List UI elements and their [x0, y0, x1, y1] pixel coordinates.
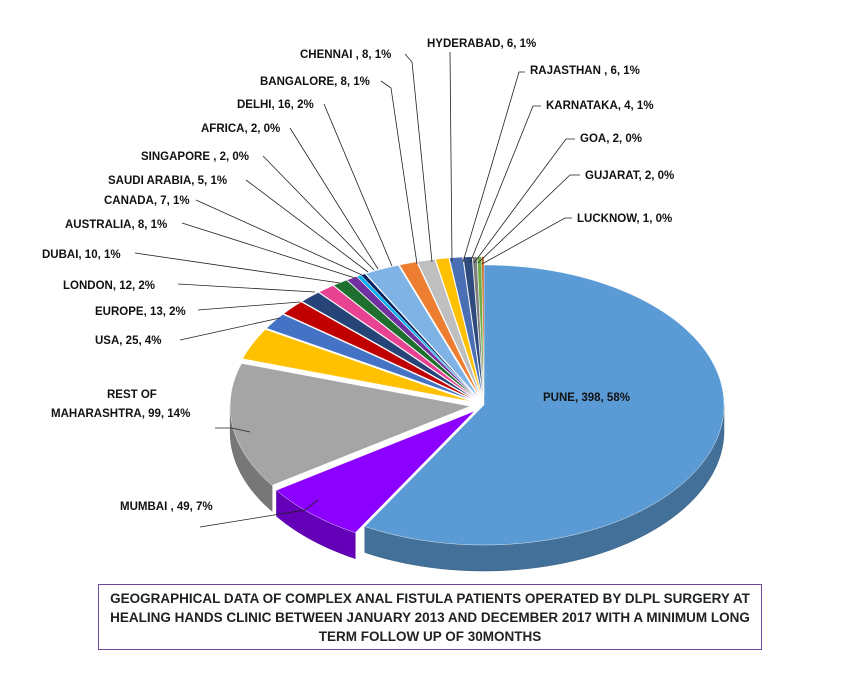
slice-label-delhi: DELHI, 16, 2%	[237, 99, 314, 111]
slice-label-rest-of-maharashtra: REST OF MAHARASHTRA, 99, 14%	[51, 389, 190, 420]
slice-label-singapore: SINGAPORE , 2, 0%	[141, 151, 249, 163]
pie-slices	[229, 256, 725, 546]
leader-line-gujarat	[477, 174, 580, 264]
leader-line-karnataka	[469, 105, 541, 264]
pie-slice-lucknow	[481, 256, 485, 397]
leader-line-hyderabad	[449, 51, 453, 263]
slice-label-london: LONDON, 12, 2%	[63, 280, 155, 292]
slice-label-europe: EUROPE, 13, 2%	[95, 306, 186, 318]
leader-line-lucknow	[481, 217, 572, 265]
pie-slice-dubai	[301, 292, 475, 400]
slice-label-goa: GOA, 2, 0%	[580, 133, 642, 145]
leader-line-rajasthan	[462, 71, 525, 263]
chart-title: GEOGRAPHICAL DATA OF COMPLEX ANAL FISTUL…	[98, 584, 762, 650]
pie-slice-australia	[318, 285, 476, 399]
slice-label-rajasthan: RAJASTHAN , 6, 1%	[530, 65, 640, 77]
pie-chart: PUNE, 398, 58% MUMBAI , 49, 7% REST OF MAHA…	[42, 38, 725, 572]
pie-slice-mumbai	[276, 410, 475, 533]
pie-slice-chennai	[417, 259, 481, 397]
slice-label-canada: CANADA, 7, 1%	[104, 195, 190, 207]
slice-label-bangalore: BANGALORE, 8, 1%	[260, 76, 370, 88]
leader-line-singapore	[262, 155, 375, 271]
pie-slice-pune	[364, 264, 725, 546]
leader-line-australia	[181, 222, 356, 279]
slice-label-africa: AFRICA, 2, 0%	[201, 123, 280, 135]
pie-slice-rest-of-maharashtra	[229, 363, 471, 486]
pie-slice-canada	[333, 280, 477, 399]
slice-labels: PUNE, 398, 58% MUMBAI , 49, 7% REST OF MAHA…	[42, 38, 674, 513]
leader-line-rest-of-maharashtra	[215, 427, 251, 433]
slice-label-gujarat: GUJARAT, 2, 0%	[585, 170, 674, 182]
pie-slice-delhi	[365, 265, 479, 398]
slice-label-dubai: DUBAI, 10, 1%	[42, 249, 121, 261]
pie-slice-rajasthan	[449, 256, 483, 397]
pie-slice-hyderabad	[435, 257, 482, 397]
leader-line-bangalore	[380, 80, 418, 265]
pie-slice-goa	[472, 256, 484, 397]
leader-line-mumbai	[199, 499, 319, 528]
leader-lines	[134, 51, 580, 528]
pie-slice-europe	[266, 314, 473, 401]
pie-slice-singapore	[356, 275, 478, 398]
pie-slice-africa	[360, 273, 478, 398]
leader-line-chennai	[404, 53, 433, 263]
slice-label-chennai: CHENNAI , 8, 1%	[300, 49, 391, 61]
pie-slice-usa	[242, 329, 472, 402]
slice-label-karnataka: KARNATAKA, 4, 1%	[546, 100, 654, 112]
pie-slice-karnataka	[463, 256, 484, 397]
slice-label-mumbai: MUMBAI , 49, 7%	[120, 501, 213, 513]
leader-line-africa	[289, 127, 379, 270]
slice-label-hyderabad: HYDERABAD, 6, 1%	[427, 38, 536, 50]
leader-line-canada	[195, 199, 363, 276]
leader-line-usa	[179, 317, 281, 341]
pie-slice-london	[283, 301, 474, 400]
leader-line-saudi-arabia	[245, 179, 369, 273]
leader-line-dubai	[134, 252, 341, 284]
slice-label-australia: AUSTRALIA, 8, 1%	[65, 219, 167, 231]
pie-slice-bangalore	[399, 261, 480, 398]
pie-slice-saudi-arabia	[346, 276, 477, 398]
slice-label-saudi-arabia: SAUDI ARABIA, 5, 1%	[108, 175, 227, 187]
slice-label-lucknow: LUCKNOW, 1, 0%	[577, 213, 672, 225]
slice-label-pune: PUNE, 398, 58%	[543, 392, 630, 404]
leader-line-london	[177, 283, 316, 293]
slice-label-usa: USA, 25, 4%	[95, 335, 161, 347]
leader-line-europe	[197, 301, 301, 311]
leader-line-goa	[473, 138, 575, 264]
leader-line-delhi	[323, 103, 393, 267]
